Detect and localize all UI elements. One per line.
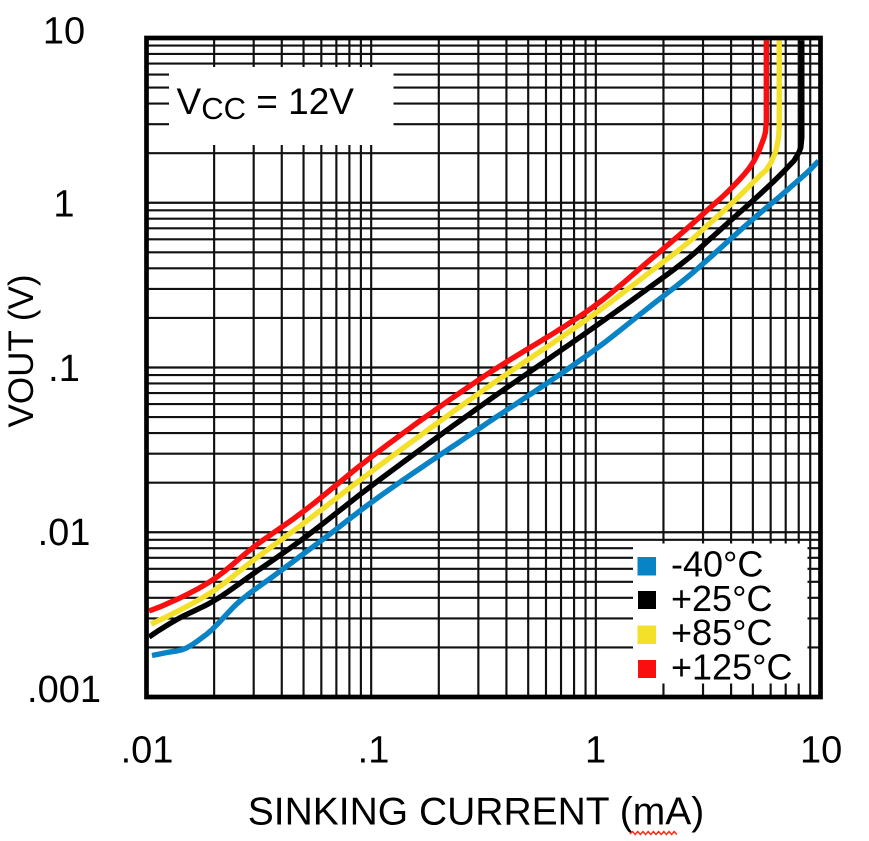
svg-text:10: 10 (800, 730, 842, 772)
svg-text:1: 1 (585, 730, 606, 772)
svg-text:-40°C: -40°C (671, 543, 763, 584)
svg-text:+25°C: +25°C (671, 578, 772, 619)
svg-text:.1: .1 (48, 348, 80, 390)
svg-text:+125°C: +125°C (671, 647, 792, 688)
svg-text:.001: .001 (27, 669, 101, 711)
svg-text:.1: .1 (358, 730, 390, 772)
svg-text:10: 10 (43, 10, 85, 52)
svg-text:VOUT (V): VOUT (V) (2, 275, 41, 428)
svg-text:.01: .01 (121, 730, 174, 772)
svg-text:+85°C: +85°C (671, 612, 772, 653)
svg-text:1: 1 (53, 183, 74, 225)
svg-text:SINKING CURRENT (mA): SINKING CURRENT (mA) (248, 791, 704, 834)
svg-text:VCC = 12V: VCC = 12V (177, 81, 355, 126)
svg-text:.01: .01 (38, 512, 91, 554)
